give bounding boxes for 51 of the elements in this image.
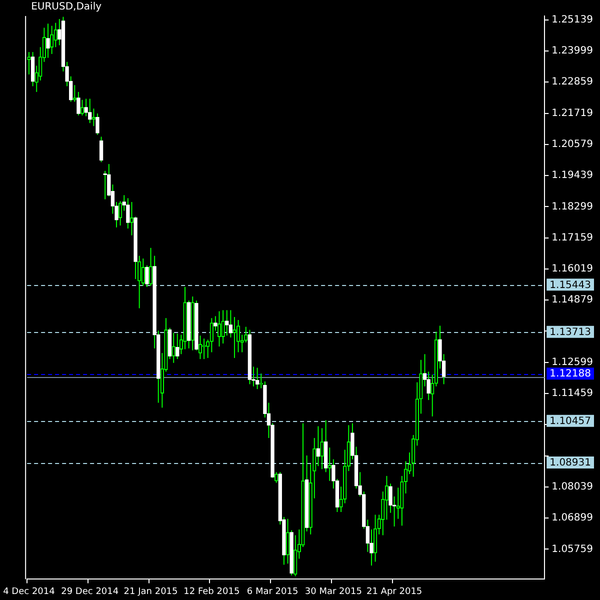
x-tick-label: 4 Dec 2014 — [3, 586, 56, 597]
ref-line-label: 1.08931 — [550, 458, 592, 469]
candlestick — [316, 426, 320, 467]
candlestick — [320, 428, 324, 470]
chart-title: EURUSD,Daily — [31, 2, 102, 13]
x-tick-label: 21 Apr 2015 — [366, 586, 422, 597]
candlestick — [130, 202, 134, 236]
candlestick — [217, 310, 222, 347]
ref-line-label: 1.13713 — [550, 327, 592, 338]
y-tick-label: 1.22859 — [552, 76, 594, 88]
x-tick-label: 30 Mar 2015 — [304, 586, 362, 597]
candlestick — [221, 310, 225, 344]
y-tick-label: 1.11459 — [552, 388, 594, 400]
candlestick — [46, 23, 50, 58]
ref-line-label: 1.15443 — [550, 280, 592, 291]
candlestick — [202, 338, 206, 360]
ref-line-label: 1.12188 — [550, 368, 592, 380]
candlestick — [328, 447, 332, 482]
candlestick — [138, 255, 142, 309]
y-tick-label: 1.25139 — [552, 14, 594, 26]
y-tick-label: 1.06899 — [552, 512, 594, 524]
y-tick-label: 1.05759 — [552, 544, 594, 555]
ref-line-label: 1.10457 — [550, 416, 592, 427]
y-tick-label: 1.21719 — [552, 108, 594, 119]
y-tick-label: 1.18299 — [552, 201, 594, 212]
y-tick-label: 1.14879 — [552, 294, 594, 306]
x-tick-label: 12 Feb 2015 — [184, 586, 240, 597]
candlestick — [244, 326, 248, 343]
candlestick — [274, 472, 278, 484]
candlestick — [50, 25, 54, 54]
y-tick-label: 1.19439 — [552, 170, 594, 182]
y-tick-label: 1.12599 — [552, 356, 594, 368]
candlestick — [172, 332, 176, 364]
y-tick-label: 1.08039 — [552, 482, 594, 492]
y-tick-label: 1.23999 — [552, 46, 594, 57]
candlestick — [232, 316, 236, 358]
candlestick — [176, 333, 180, 360]
y-tick-label: 1.20579 — [552, 138, 594, 150]
y-tick-label: 1.16019 — [552, 264, 594, 275]
x-tick-label: 29 Dec 2014 — [61, 586, 119, 597]
candlestick — [255, 367, 260, 390]
candlestick — [286, 518, 290, 564]
candlestick — [373, 514, 378, 562]
x-tick-label: 21 Jan 2015 — [124, 586, 178, 597]
y-tick-label: 1.17159 — [552, 232, 594, 244]
candlestick — [27, 52, 31, 75]
candlestick — [80, 99, 84, 116]
x-tick-label: 6 Mar 2015 — [246, 586, 298, 597]
candlestick — [148, 247, 153, 286]
candlestick — [88, 98, 92, 124]
candlestick — [99, 136, 104, 163]
